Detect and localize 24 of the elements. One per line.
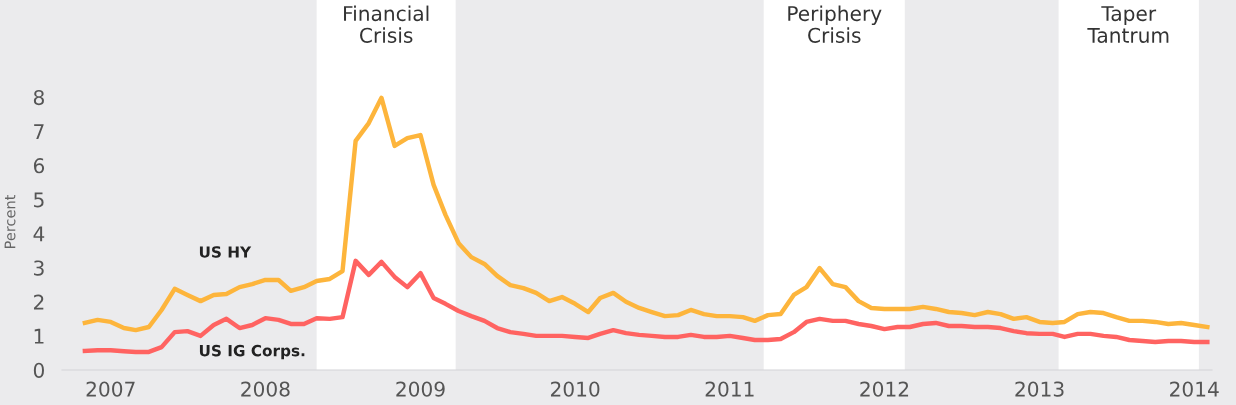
line-series	[82, 95, 1210, 333]
band-label: Taper Tantrum	[1087, 6, 1169, 43]
series-label: US IG Corps.	[199, 344, 305, 360]
x-tick-label: 2012	[860, 381, 909, 397]
x-tick-label: 2007	[86, 381, 135, 397]
y-tick-label: 3	[34, 260, 44, 276]
y-tick-label: 5	[34, 192, 44, 208]
y-tick-label: 8	[33, 89, 44, 106]
x-tick-label: 2010	[550, 381, 600, 397]
y-tick-label: 4	[33, 226, 45, 242]
band-label: Periphery Crisis	[788, 5, 882, 43]
y-tick-label: 7	[34, 124, 44, 139]
x-tick-label: 2009	[396, 381, 445, 397]
x-tick-label: 2013	[1015, 381, 1064, 397]
x-tick-label: 2008	[241, 381, 290, 397]
y-tick-label: 2	[34, 294, 44, 310]
y-tick-label: 6	[33, 158, 45, 174]
band-label: Financial Crisis	[344, 5, 429, 43]
x-tick-label: 2011	[705, 381, 754, 397]
y-axis-title: Percent	[4, 194, 16, 248]
y-tick-label: 1	[34, 328, 44, 344]
series-label: US HY	[199, 246, 252, 258]
y-tick-label: 0	[33, 362, 44, 378]
x-tick-label: 2014	[1170, 381, 1219, 397]
